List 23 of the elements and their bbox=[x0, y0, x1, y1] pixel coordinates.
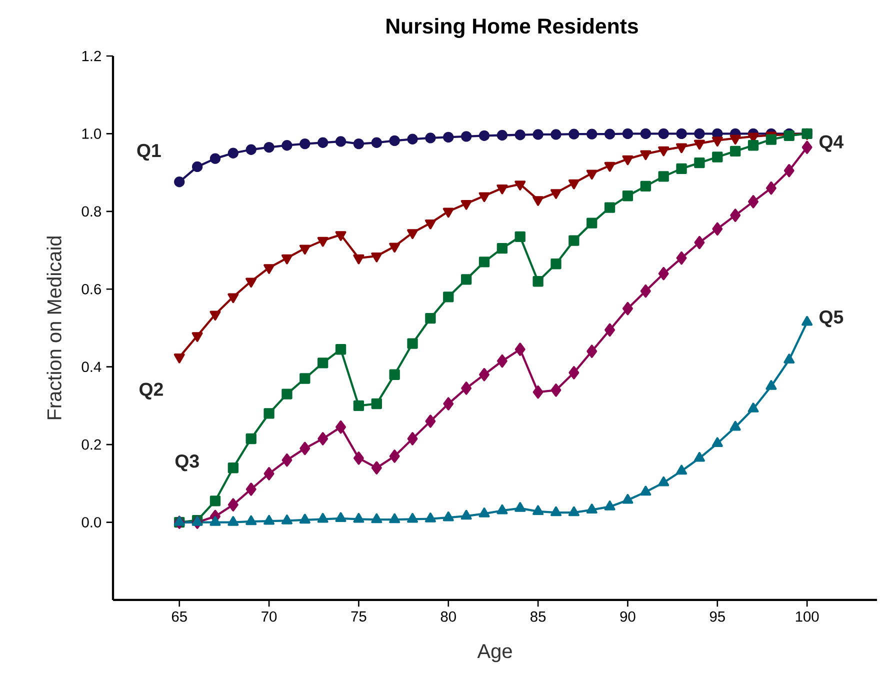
x-tick-label: 95 bbox=[710, 611, 725, 622]
x-tick-label: 70 bbox=[262, 611, 277, 622]
y-tick-label: 1.0 bbox=[82, 128, 102, 139]
y-tick-label: 0.6 bbox=[82, 284, 101, 294]
x-tick-label: 85 bbox=[530, 611, 546, 622]
x-axis-title: Age bbox=[477, 644, 512, 662]
x-tick-label: 90 bbox=[620, 611, 636, 622]
y-tick-label: 1.2 bbox=[82, 50, 101, 62]
x-tick-label: 75 bbox=[351, 611, 366, 622]
y-tick-label: 0.4 bbox=[82, 362, 102, 372]
chart-title: Nursing Home Residents bbox=[386, 18, 638, 38]
series-label: Q2 bbox=[140, 382, 163, 400]
series-label: Q1 bbox=[137, 144, 161, 161]
y-tick-label: 0.8 bbox=[82, 206, 101, 217]
y-tick-label: 0.0 bbox=[82, 517, 102, 528]
y-axis-title: Fraction on Medicaid bbox=[46, 236, 62, 420]
x-tick-label: 100 bbox=[796, 611, 819, 622]
series-label: Q4 bbox=[819, 135, 844, 152]
series-label: Q5 bbox=[819, 310, 844, 328]
x-tick-label: 65 bbox=[172, 611, 187, 622]
series-label: Q3 bbox=[175, 454, 199, 472]
x-tick-label: 80 bbox=[440, 611, 456, 622]
y-tick-label: 0.2 bbox=[82, 439, 101, 450]
